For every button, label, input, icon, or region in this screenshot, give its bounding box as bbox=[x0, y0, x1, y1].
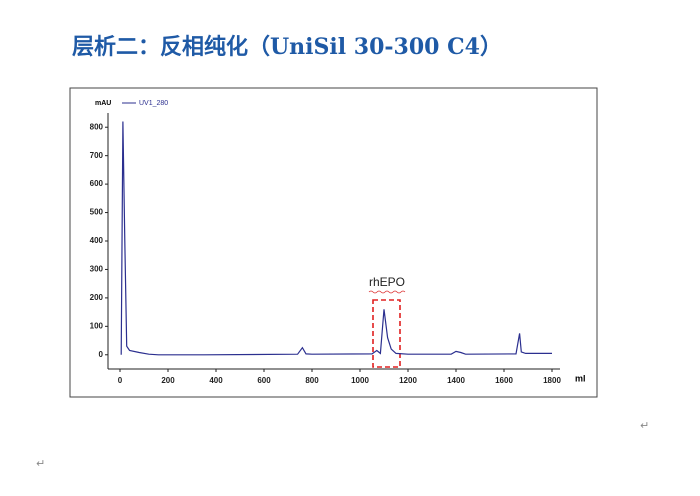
y-tick-label: 800 bbox=[90, 122, 104, 131]
y-tick-label: 600 bbox=[90, 179, 104, 188]
x-tick-label: 1200 bbox=[399, 376, 417, 385]
highlight-box bbox=[372, 299, 401, 368]
y-tick-label: 500 bbox=[90, 208, 104, 217]
y-tick-label: 0 bbox=[99, 350, 104, 359]
y-tick-label: 400 bbox=[90, 236, 104, 245]
y-tick-label: 700 bbox=[90, 151, 104, 160]
x-axis-label: ml bbox=[575, 373, 586, 383]
page-title: 层析二：反相纯化（UniSil 30-300 C4） bbox=[72, 34, 502, 60]
annotation: rhEPO bbox=[369, 275, 405, 289]
x-tick-label: 800 bbox=[305, 376, 319, 385]
y-tick-label: 200 bbox=[90, 293, 104, 302]
series-line bbox=[120, 121, 552, 356]
paragraph-mark: ↵ bbox=[640, 420, 649, 432]
y-axis-label: mAU bbox=[95, 100, 111, 107]
legend-label: UV1_280 bbox=[139, 100, 168, 107]
x-tick-label: 0 bbox=[118, 376, 123, 385]
x-tick-label: 1400 bbox=[447, 376, 465, 385]
x-tick-label: 1600 bbox=[495, 376, 513, 385]
x-tick-label: 200 bbox=[161, 376, 175, 385]
spell-underline bbox=[368, 290, 406, 294]
x-tick-label: 400 bbox=[209, 376, 223, 385]
y-tick-label: 100 bbox=[90, 321, 104, 330]
x-tick-label: 1000 bbox=[351, 376, 369, 385]
chart-frame bbox=[69, 87, 598, 398]
x-tick-label: 1800 bbox=[543, 376, 561, 385]
y-tick-label: 300 bbox=[90, 265, 104, 274]
paragraph-mark: ↵ bbox=[36, 458, 45, 470]
x-tick-label: 600 bbox=[257, 376, 271, 385]
